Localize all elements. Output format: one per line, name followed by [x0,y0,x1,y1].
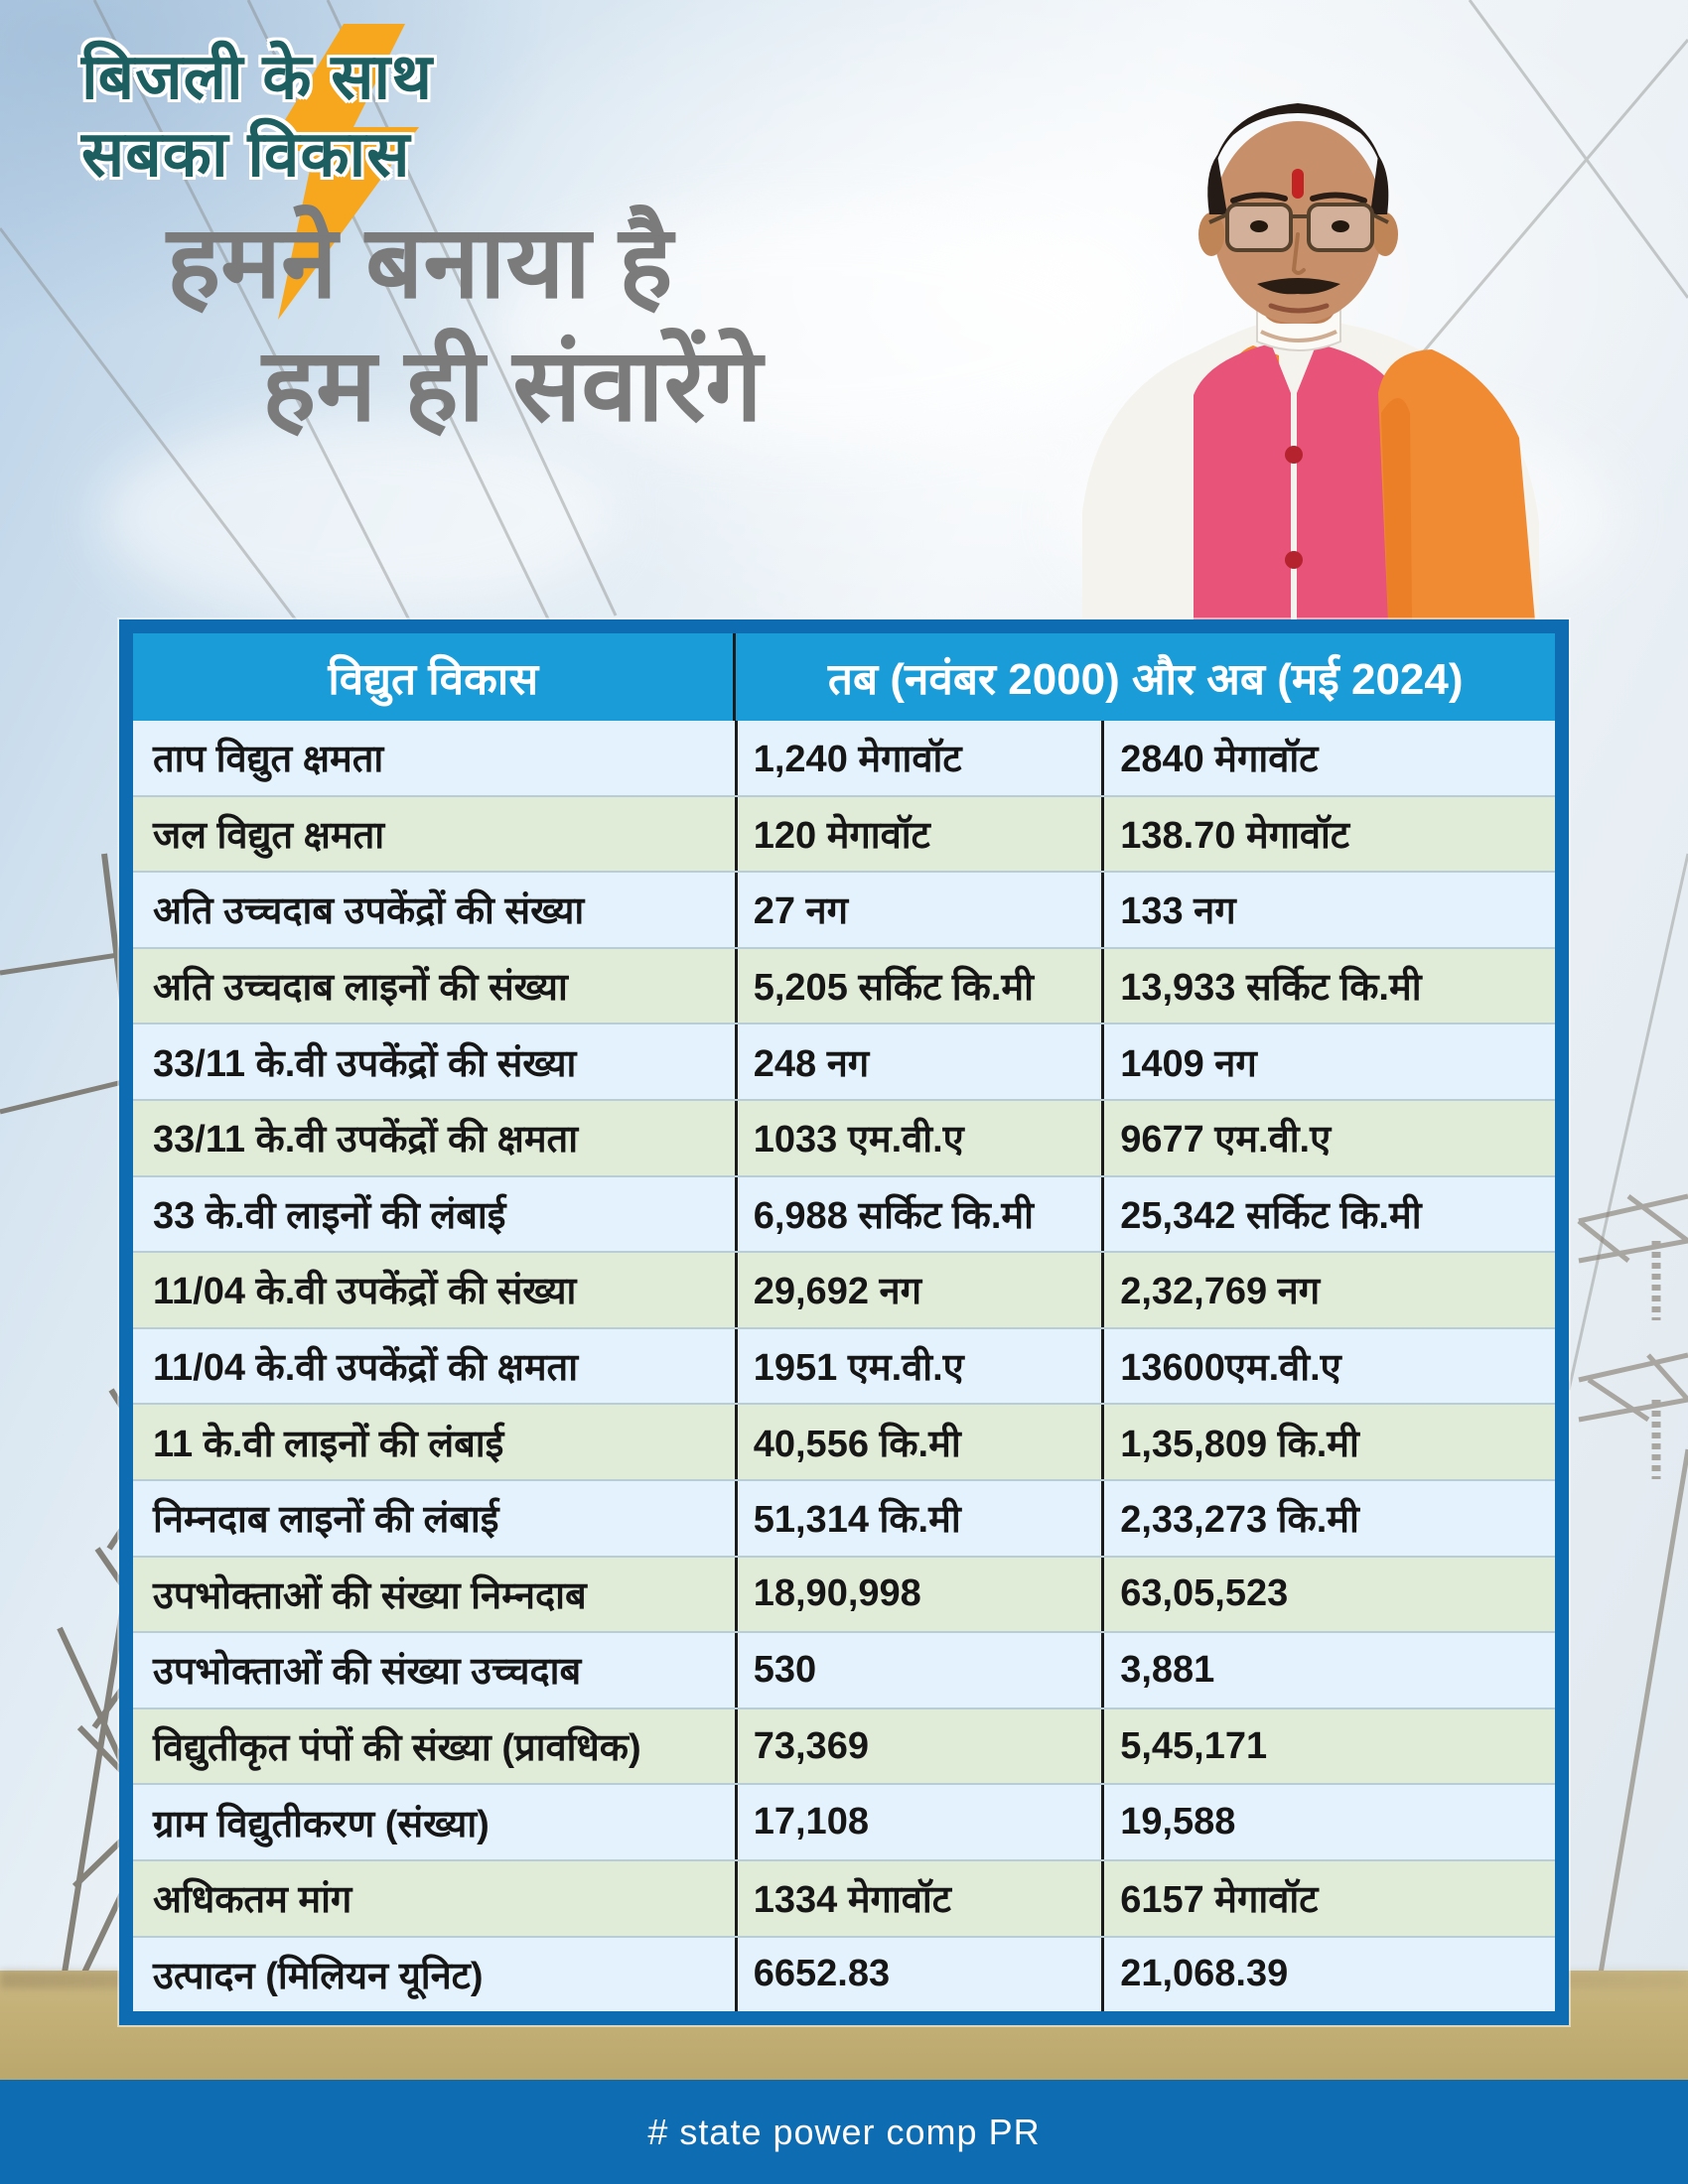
row-now-cell: 133 नग [1101,873,1555,947]
table-row: 11/04 के.वी उपकेंद्रों की क्षमता 1951 एम… [133,1326,1555,1404]
row-then-cell: 6,988 सर्किट कि.मी [734,1176,1101,1252]
row-then-cell: 1951 एम.वी.ए [734,1328,1101,1404]
row-label-cell: 11 के.वी लाइनों की लंबाई [153,1423,504,1465]
row-label-cell: 11/04 के.वी उपकेंद्रों की क्षमता [153,1347,579,1390]
row-then-cell: 5,205 सर्किट कि.मी [734,948,1101,1024]
face [1212,121,1383,324]
row-then-cell: 120 मेगावॉट [734,796,1101,872]
row-now-cell: 9677 एम.वी.ए [1101,1100,1555,1175]
row-now-cell: 13600एम.वी.ए [1101,1328,1555,1404]
row-now-cell: 138.70 मेगावॉट [1101,796,1555,872]
jacket-right [1297,343,1398,621]
table-row: उपभोक्ताओं की संख्या निम्नदाब 18,90,998 … [133,1555,1555,1632]
table-header-row: विद्युत विकास तब (नवंबर 2000) और अब (मई … [133,633,1555,721]
mustache [1257,278,1340,295]
row-label-cell: अति उच्चदाब उपकेंद्रों की संख्या [153,890,585,933]
row-now-cell: 25,342 सर्किट कि.मी [1101,1176,1555,1252]
row-now-cell: 2,32,769 नग [1101,1253,1555,1327]
table-row: ग्राम विद्युतीकरण (संख्या) 17,108 19,588 [133,1783,1555,1859]
table-row: निम्नदाब लाइनों की लंबाई 51,314 कि.मी 2,… [133,1478,1555,1556]
row-label-cell: उत्पादन (मिलियन यूनिट) [153,1955,484,1997]
logo-line1: बिजली के साथ [81,41,434,112]
table-body: ताप विद्युत क्षमता 1,240 मेगावॉट 2840 मे… [133,721,1555,2012]
row-now-cell: 1409 नग [1101,1024,1555,1099]
row-then-cell: 17,108 [734,1785,1101,1859]
table-row: उपभोक्ताओं की संख्या उच्चदाब 530 3,881 [133,1631,1555,1707]
table-row: 33 के.वी लाइनों की लंबाई 6,988 सर्किट कि… [133,1174,1555,1252]
transmission-tower-right [1577,1193,1688,1986]
table-row: 11/04 के.वी उपकेंद्रों की संख्या 29,692 … [133,1251,1555,1327]
row-now-cell: 63,05,523 [1101,1557,1555,1632]
row-label-cell: विद्युतीकृत पंपों की संख्या (प्रावधिक) [153,1727,641,1770]
row-label-cell: ताप विद्युत क्षमता [153,739,384,781]
logo-line2: सबका विकास [81,118,411,191]
scarf-right-edge [1381,398,1412,621]
headline: हमने बनाया है हम ही संवारेंगे [167,205,763,443]
row-label-cell: उपभोक्ताओं की संख्या निम्नदाब [153,1574,587,1617]
logo: बिजली के साथ सबका विकास [81,24,434,320]
scarf-right [1378,349,1535,621]
table-row: उत्पादन (मिलियन यूनिट) 6652.83 21,068.39 [133,1935,1555,2012]
row-then-cell: 27 नग [734,873,1101,947]
jacket-left [1194,343,1291,621]
row-now-cell: 5,45,171 [1101,1708,1555,1784]
row-then-cell: 1,240 मेगावॉट [734,721,1101,795]
row-then-cell: 1033 एम.वी.ए [734,1100,1101,1175]
row-now-cell: 19,588 [1101,1785,1555,1859]
power-lines [0,0,1688,1391]
jacket-button [1285,551,1303,569]
row-then-cell: 51,314 कि.मी [734,1480,1101,1556]
table-row: अधिकतम मांग 1334 मेगावॉट 6157 मेगावॉट [133,1858,1555,1936]
row-then-cell: 1334 मेगावॉट [734,1860,1101,1936]
row-label-cell: 33 के.वी लाइनों की लंबाई [153,1194,506,1237]
row-then-cell: 6652.83 [734,1937,1101,2012]
row-label-cell: 33/11 के.वी उपकेंद्रों की क्षमता [153,1119,579,1161]
row-now-cell: 13,933 सर्किट कि.मी [1101,948,1555,1024]
row-now-cell: 2,33,273 कि.मी [1101,1480,1555,1556]
row-label-cell: अधिकतम मांग [153,1879,352,1922]
row-label-cell: उपभोक्ताओं की संख्या उच्चदाब [153,1651,582,1694]
table-row: अति उच्चदाब उपकेंद्रों की संख्या 27 नग 1… [133,871,1555,947]
row-label-cell: 33/11 के.वी उपकेंद्रों की संख्या [153,1042,577,1085]
table-row: अति उच्चदाब लाइनों की संख्या 5,205 सर्कि… [133,946,1555,1024]
row-then-cell: 530 [734,1633,1101,1707]
row-then-cell: 73,369 [734,1708,1101,1784]
row-now-cell: 21,068.39 [1101,1937,1555,2012]
row-now-cell: 2840 मेगावॉट [1101,721,1555,795]
row-label-cell: ग्राम विद्युतीकरण (संख्या) [153,1803,490,1845]
footer-text: # state power comp PR [647,2111,1041,2152]
row-label-cell: निम्नदाब लाइनों की लंबाई [153,1499,499,1542]
row-now-cell: 3,881 [1101,1633,1555,1707]
jacket-button [1285,446,1303,464]
leader-photo [1082,103,1539,621]
row-now-cell: 1,35,809 कि.मी [1101,1405,1555,1479]
headline-line1: हमने बनाया है [167,205,673,319]
footer-band: # state power comp PR [0,2080,1688,2184]
row-now-cell: 6157 मेगावॉट [1101,1860,1555,1936]
table-row: 33/11 के.वी उपकेंद्रों की संख्या 248 नग … [133,1023,1555,1099]
table-row: जल विद्युत क्षमता 120 मेगावॉट 138.70 मेग… [133,794,1555,872]
header-values-col: तब (नवंबर 2000) और अब (मई 2024) [733,633,1555,721]
row-then-cell: 248 नग [734,1024,1101,1099]
row-label-cell: अति उच्चदाब लाइनों की संख्या [153,967,568,1010]
row-then-cell: 18,90,998 [734,1557,1101,1632]
table-row: विद्युतीकृत पंपों की संख्या (प्रावधिक) 7… [133,1706,1555,1784]
lightning-bolt-icon [266,24,419,320]
row-label-cell: जल विद्युत क्षमता [153,814,385,857]
statistics-table: विद्युत विकास तब (नवंबर 2000) और अब (मई … [119,619,1569,2025]
row-label-cell: 11/04 के.वी उपकेंद्रों की संख्या [153,1271,577,1313]
row-then-cell: 29,692 नग [734,1253,1101,1327]
table-row: 33/11 के.वी उपकेंद्रों की क्षमता 1033 एम… [133,1098,1555,1175]
header-label-col: विद्युत विकास [328,655,539,704]
table-row: ताप विद्युत क्षमता 1,240 मेगावॉट 2840 मे… [133,721,1555,795]
headline-line2: हम ही संवारेंगे [262,329,763,443]
table-row: 11 के.वी लाइनों की लंबाई 40,556 कि.मी 1,… [133,1403,1555,1479]
row-then-cell: 40,556 कि.मी [734,1405,1101,1479]
tilak [1292,169,1304,199]
